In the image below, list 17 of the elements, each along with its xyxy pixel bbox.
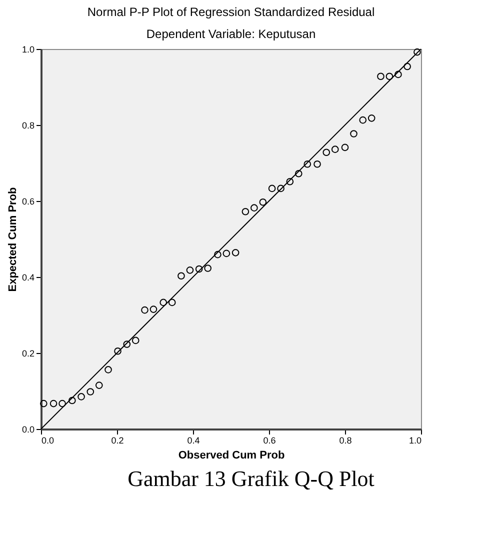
x-tick-label: 0.0	[42, 436, 54, 446]
y-axis-title: Expected Cum Prob	[6, 186, 19, 292]
text: Gambar 13 Grafik Q-Q Plot	[128, 466, 374, 491]
y-tick-label: 0.0	[22, 424, 34, 434]
chart-subtitle: Dependent Variable: Keputusan	[146, 27, 316, 41]
chart-title: Normal P-P Plot of Regression Standardized Residual	[87, 5, 375, 19]
x-tick-label: 0.8	[339, 436, 352, 446]
x-tick-label: 0.2	[111, 436, 124, 446]
x-tick-label: 0.6	[263, 436, 276, 446]
y-tick-label: 1.0	[22, 44, 34, 54]
y-tick-label: 0.6	[22, 196, 34, 206]
x-axis-title: Observed Cum Prob	[178, 450, 285, 462]
y-tick-label: 0.2	[22, 348, 34, 358]
x-tick-label: 1.0	[408, 436, 422, 446]
y-tick-label: 0.4	[22, 272, 34, 282]
x-tick-label: 0.4	[187, 436, 200, 446]
y-tick-label: 0.8	[22, 120, 34, 130]
